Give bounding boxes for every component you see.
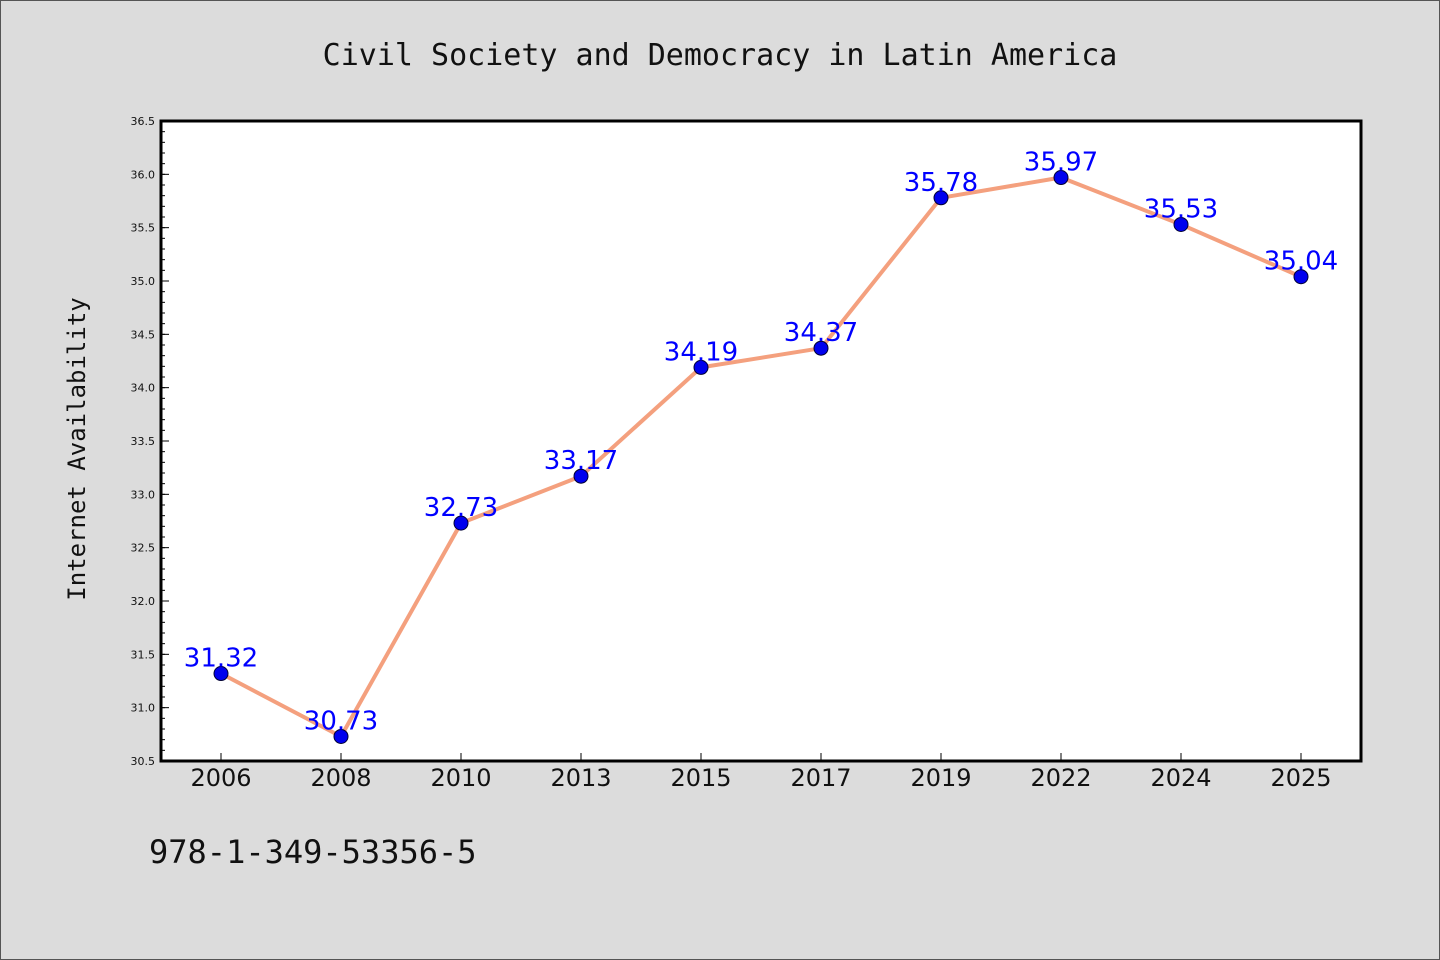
- x-tick-label: 2010: [430, 764, 491, 792]
- data-labels-group: 31.32 30.73 32.73 33.17 34.19 34.37 35.78 35.97…: [184, 148, 1338, 737]
- y-tick-label: 34.5: [131, 328, 156, 341]
- y-tick-label: 31.0: [131, 702, 156, 715]
- x-tick-label: 2022: [1030, 764, 1091, 792]
- y-axis-label: Internet Availability: [63, 297, 91, 600]
- data-label: 35.53: [1144, 194, 1218, 224]
- x-tick-label: 2013: [550, 764, 611, 792]
- data-label: 34.19: [664, 337, 738, 367]
- y-tick-label: 35.5: [131, 222, 156, 235]
- data-point: [693, 359, 709, 375]
- y-tick-label: 32.5: [131, 542, 156, 555]
- data-label: 32.73: [424, 493, 498, 523]
- data-point: [813, 340, 829, 356]
- data-label: 34.37: [784, 318, 858, 348]
- y-tick-label: 36.5: [131, 115, 156, 128]
- data-point: [933, 190, 949, 206]
- data-point: [453, 515, 469, 531]
- x-tick-label: 2017: [790, 764, 851, 792]
- y-tick-label: 35.0: [131, 275, 156, 288]
- data-point: [1173, 216, 1189, 232]
- data-point: [333, 728, 349, 744]
- data-point: [1053, 170, 1069, 186]
- data-point: [213, 666, 229, 682]
- x-tick-label: 2025: [1270, 764, 1331, 792]
- data-point: [573, 468, 589, 484]
- data-label: 35.97: [1024, 148, 1098, 178]
- data-label: 35.04: [1264, 247, 1338, 277]
- markers-group: [213, 170, 1309, 744]
- data-point: [1293, 269, 1309, 285]
- series-line-group: [219, 175, 1303, 739]
- y-tick-label: 31.5: [131, 648, 156, 661]
- x-tick-label: 2024: [1150, 764, 1211, 792]
- x-tick-label: 2008: [310, 764, 371, 792]
- x-tick-label: 2006: [190, 764, 251, 792]
- series-line: [219, 175, 1303, 739]
- data-label: 33.17: [544, 446, 618, 476]
- y-tick-label: 32.0: [131, 595, 156, 608]
- x-axis: 2006 2008 2010 2013 2015 2017 2019 2022 2024 2025: [190, 753, 1332, 792]
- y-tick-label: 36.0: [131, 168, 156, 181]
- plot-area: [159, 119, 1363, 763]
- y-axis: 30.5 31.0 31.5 32.0 32.5 33.0 33.5 34.0 34.5 35.0…: [131, 115, 169, 768]
- x-tick-label: 2015: [670, 764, 731, 792]
- data-label: 35.78: [904, 168, 978, 198]
- chart-title: Civil Society and Democracy in Latin Ame…: [323, 38, 1118, 73]
- y-tick-label: 30.5: [131, 755, 156, 768]
- data-label: 30.73: [304, 706, 378, 736]
- y-tick-label: 33.0: [131, 488, 156, 501]
- footer-code: 978-1-349-53356-5: [149, 833, 477, 871]
- data-label: 31.32: [184, 644, 258, 674]
- x-tick-label: 2019: [910, 764, 971, 792]
- y-tick-label: 33.5: [131, 435, 156, 448]
- y-tick-label: 34.0: [131, 382, 156, 395]
